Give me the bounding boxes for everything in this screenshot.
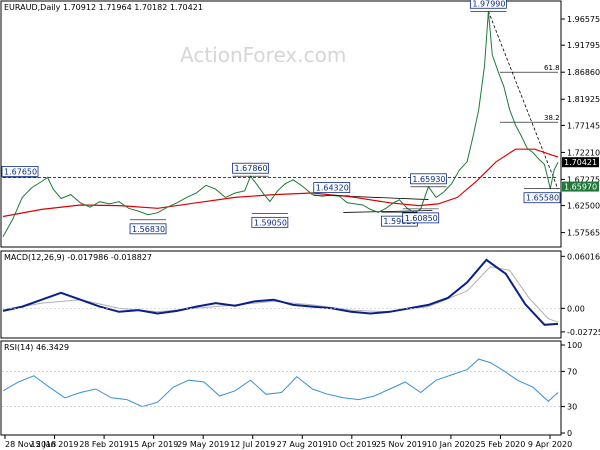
level-label: 1.67650 — [4, 167, 37, 176]
price-tick-label: 1.86860 — [567, 68, 600, 77]
macd-line — [2, 258, 559, 326]
date-tick-label: 10 Oct 2019 — [327, 440, 376, 449]
level-label: 1.65930 — [412, 175, 445, 184]
price-tick-label: 1.91795 — [567, 41, 600, 50]
price-panel — [0, 0, 562, 248]
level-annotations: 1.97990 1.67860 1.67650 1.64320 1.65930 1.655… — [1, 0, 561, 235]
level-box — [1, 165, 39, 177]
watermark: ActionForex.com — [180, 43, 346, 67]
level-label: 1.56830 — [132, 225, 165, 234]
level-label: 1.64320 — [316, 184, 349, 193]
level-box — [232, 162, 269, 174]
level-box — [410, 173, 447, 185]
date-tick-label: 28 Nov 2018 — [5, 440, 56, 449]
level-label: 1.59050 — [254, 218, 287, 227]
bid-price-label: 1.65970 — [564, 183, 597, 192]
price-tick-label: 1.96575 — [567, 15, 600, 24]
trend-line-down — [488, 11, 559, 190]
rsi-panel — [0, 340, 562, 436]
rsi-title: RSI(14) 46.3429 — [4, 343, 69, 352]
macd-axis: 0.060165 0.00 -0.02725 — [2, 252, 600, 337]
price-tick-label: 1.62500 — [567, 202, 600, 211]
chart-header: EURAUD,Daily 1.70912 1.71964 1.70182 1.7… — [4, 3, 203, 12]
price-tick-label: 1.81925 — [567, 95, 600, 104]
level-box — [523, 192, 561, 204]
level-box — [129, 223, 167, 235]
date-tick-label: 28 Feb 2019 — [79, 440, 129, 449]
rsi-tick-label: 70 — [567, 367, 577, 376]
price-tick-label: 1.77145 — [567, 121, 600, 130]
price-tick-label: 1.57565 — [567, 229, 600, 238]
rsi-axis: 100 70 30 0 — [2, 341, 582, 438]
date-tick-label: 25 Nov 2019 — [376, 440, 427, 449]
fib-levels: 61.8 38.2 — [499, 64, 560, 123]
price-axis: 1.96575 1.91795 1.86860 1.81925 1.77145 1.722… — [561, 15, 600, 238]
date-tick-label: 9 Apr 2020 — [528, 440, 572, 449]
date-tick-label: 27 Aug 2019 — [277, 440, 328, 449]
macd-tick-label: 0.060165 — [567, 252, 600, 261]
date-tick-label: 12 Jul 2019 — [230, 440, 275, 449]
macd-title: MACD(12,26,9) -0.017986 -0.018827 — [4, 253, 152, 262]
level-box — [469, 0, 507, 9]
date-tick-label: 15 Jan 2019 — [31, 440, 79, 449]
rsi-tick-label: 0 — [567, 429, 572, 438]
date-tick-label: 10 Jan 2020 — [427, 440, 475, 449]
level-label: 1.59620 — [383, 217, 416, 226]
current-price-label: 1.70421 — [564, 158, 597, 167]
level-box — [251, 216, 289, 228]
rsi-line — [2, 358, 559, 408]
macd-panel — [0, 250, 562, 339]
macd-tick-label: -0.02725 — [567, 328, 600, 337]
level-label: 1.60850 — [405, 214, 438, 223]
rsi-tick-label: 100 — [567, 341, 582, 350]
macd-tick-label: 0.00 — [567, 304, 585, 313]
current-price-box — [562, 157, 599, 168]
fib-label: 38.2 — [544, 114, 560, 122]
level-box — [313, 182, 351, 194]
level-label: 1.67860 — [235, 164, 268, 173]
fib-label: 61.8 — [544, 64, 560, 72]
price-tick-label: 1.67275 — [567, 175, 600, 184]
level-label: 1.65580 — [526, 194, 559, 203]
rsi-tick-label: 30 — [567, 403, 577, 412]
date-tick-label: 25 Feb 2020 — [476, 440, 526, 449]
date-tick-label: 29 May 2019 — [177, 440, 229, 449]
level-label: 1.97990 — [472, 0, 505, 8]
price-tick-label: 1.72210 — [567, 148, 600, 157]
level-box — [402, 212, 440, 224]
date-tick-label: 15 Apr 2019 — [129, 440, 178, 449]
bid-price-box — [562, 181, 599, 192]
price-line — [2, 11, 559, 238]
